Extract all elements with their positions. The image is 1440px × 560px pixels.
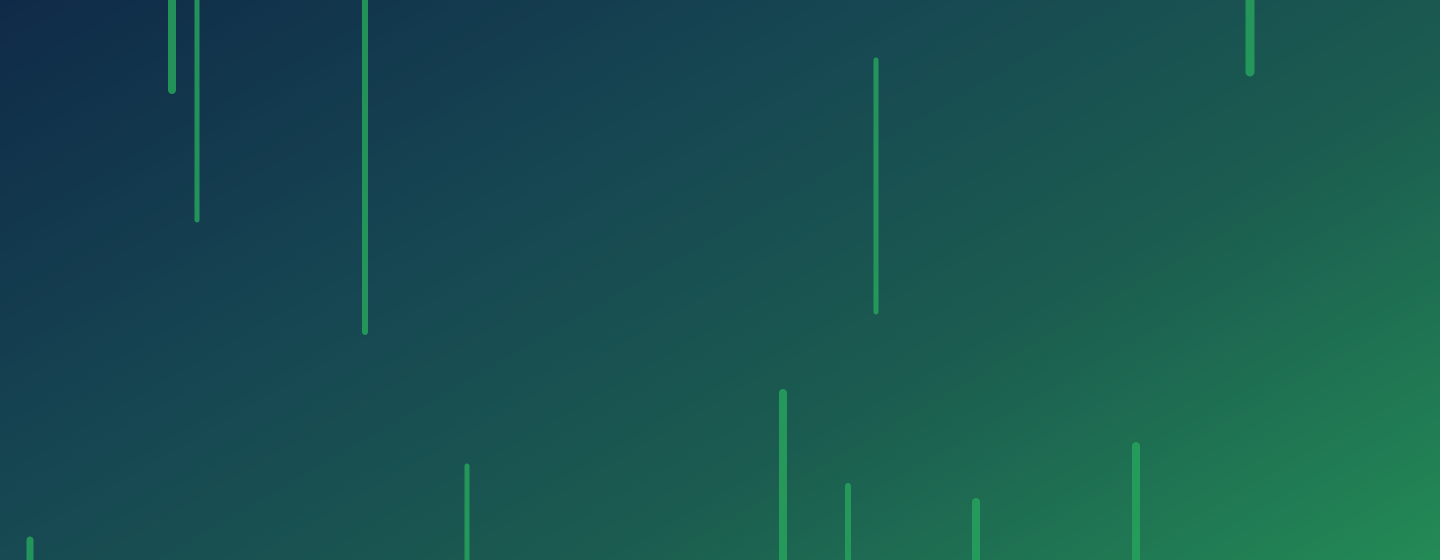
light-streaks bbox=[26, 0, 1380, 560]
hero-background bbox=[0, 0, 1440, 560]
